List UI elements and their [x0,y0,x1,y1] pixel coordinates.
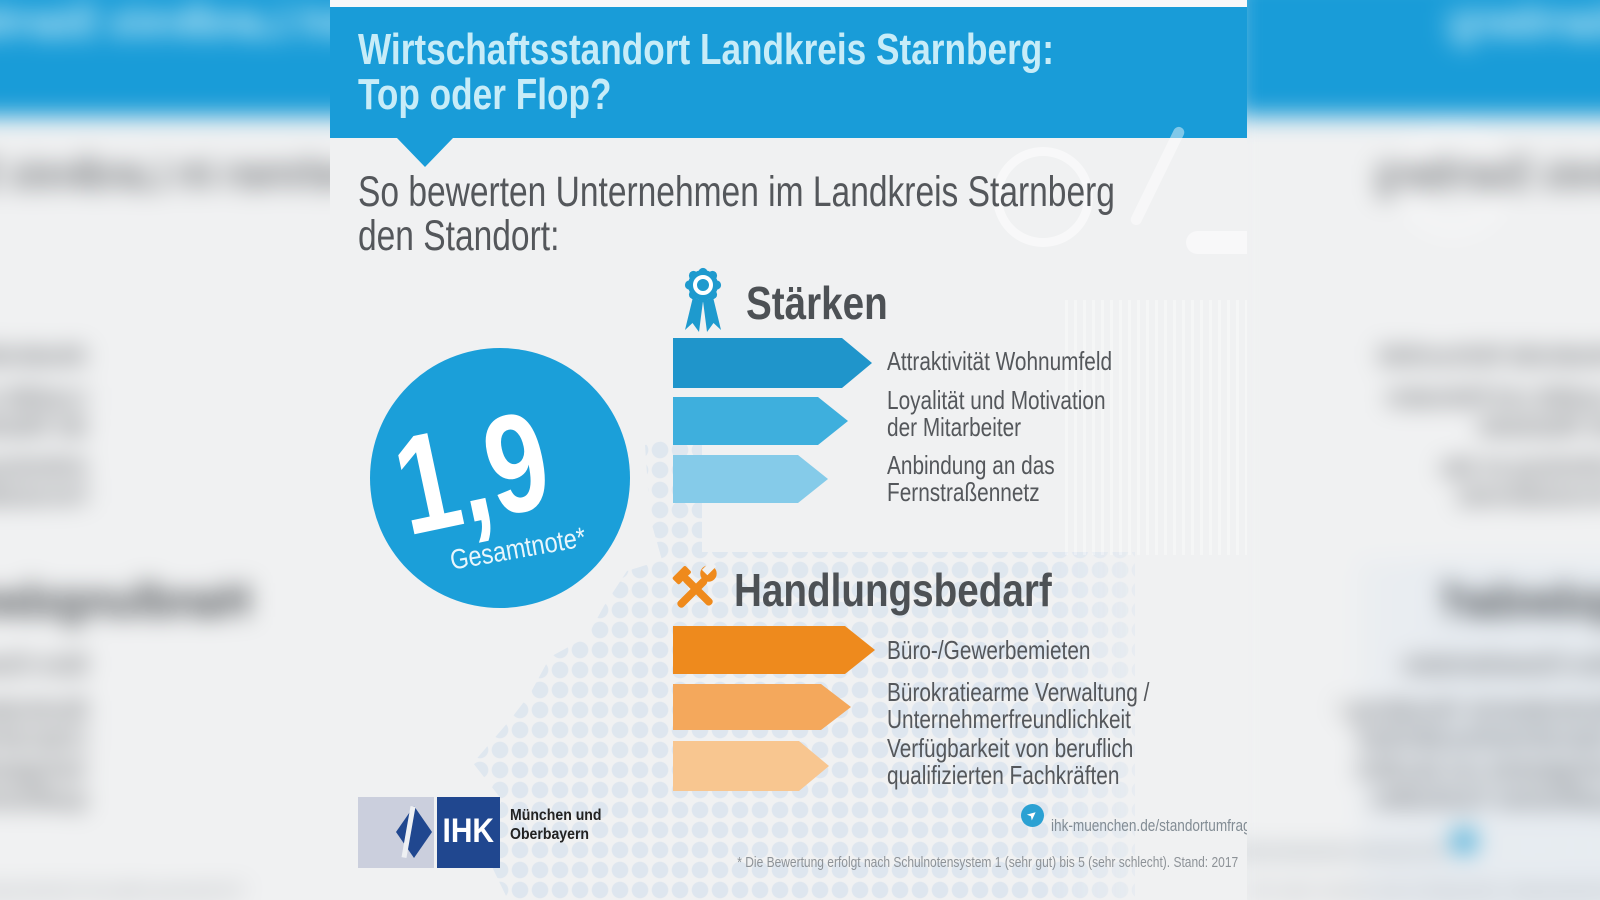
header-title-line2: Top oder Flop? [358,70,612,119]
strength-label-1: Attraktivität Wohnumfeld [887,346,1113,376]
stripes-texture [1065,300,1247,555]
needs-heading: Handlungsbedarf [734,564,1052,616]
bg-right-mirror: Wirtschaftsstandort Landkreis Starnberg:… [1247,0,1600,900]
watermark-horizontal-bar [1186,231,1247,254]
bg-right-screen: Wirtschaftsstandort Landkreis Starnberg:… [1247,0,1600,900]
intro-line1: So bewerten Unternehmen im Landkreis Sta… [1375,148,1600,200]
ihk-logo-text: IHK [442,812,495,850]
need-label-2: Bürokratiearme Verwaltung /Unternehmerfr… [1339,692,1600,754]
needs-heading: Handlungsbedarf [0,571,251,628]
header-title-line2: Top oder Flop? [0,46,330,94]
need-label-1: Büro-/Gewerbemieten [887,635,1091,665]
intro-text: So bewerten Unternehmen im Landkreis Sta… [1375,148,1600,244]
intro-text: So bewerten Unternehmen im Landkreis Sta… [0,148,330,244]
header-title: Wirtschaftsstandort Landkreis Starnberg:… [358,27,1054,117]
bg-panel-clone: Wirtschaftsstandort Landkreis Starnberg:… [1247,0,1600,900]
need-label-2: Bürokratiearme Verwaltung /Unternehmerfr… [0,692,88,754]
strength-label-1: Attraktivität Wohnumfeld [0,338,88,371]
background-blur-left: Wirtschaftsstandort Landkreis Starnberg:… [0,0,330,900]
bg-left-mirror: Wirtschaftsstandort Landkreis Starnberg:… [0,0,330,900]
header-title: Wirtschaftsstandort Landkreis Starnberg:… [0,0,330,94]
need-label-1: Büro-/Gewerbemieten [0,647,88,681]
need-label-1: Büro-/Gewerbemieten [1402,647,1600,681]
header-band [330,7,1247,138]
header-title: Wirtschaftsstandort Landkreis Starnberg:… [1441,0,1600,94]
twitter-icon[interactable]: ➤ [1021,804,1044,827]
watermark-diagonal-bar [1128,125,1187,227]
need-arrow-1 [673,626,875,674]
bg-panel-clone: Wirtschaftsstandort Landkreis Starnberg:… [0,0,330,900]
top-margin [330,0,1247,7]
intro-line1: So bewerten Unternehmen im Landkreis Sta… [358,168,1115,216]
footnote: * Die Bewertung erfolgt nach Schulnotens… [0,882,248,900]
intro-line2: den Standort: [1376,197,1600,244]
needs-heading: Handlungsbedarf [1443,571,1600,628]
speech-tail [397,138,453,167]
hammer-wrench-icon [672,562,717,608]
header-title-line1: Wirtschaftsstandort Landkreis Starnberg: [1441,0,1600,48]
need-arrow-2 [673,684,851,730]
strength-label-1: Attraktivität Wohnumfeld [1379,338,1600,371]
footnote: * Die Bewertung erfolgt nach Schulnotens… [1247,882,1600,900]
strengths-heading: Stärken [746,277,888,329]
website-link: ihk-muenchen.de/standortumfrage [1247,841,1445,862]
need-arrow-3 [673,741,829,791]
intro-line1: So bewerten Unternehmen im Landkreis Sta… [0,148,330,200]
infographic-panel: Wirtschaftsstandort Landkreis Starnberg:… [330,0,1247,900]
footnote: * Die Bewertung erfolgt nach Schulnotens… [737,854,1238,871]
score-circle: 1,9 Gesamtnote* [370,348,630,608]
watermark-circle [993,147,1093,247]
header-title-line1: Wirtschaftsstandort Landkreis Starnberg: [0,0,330,48]
intro-line2: den Standort: [0,197,330,244]
header-title-line1: Wirtschaftsstandort Landkreis Starnberg: [358,25,1054,74]
share-arrow-glyph: ➤ [1024,806,1041,824]
need-label-3: Verfügbarkeit von beruflichqualifizierte… [0,752,88,814]
need-label-2: Bürokratiearme Verwaltung /Unternehmerfr… [887,677,1150,734]
background-blur-right: Wirtschaftsstandort Landkreis Starnberg:… [1247,0,1600,900]
bg-left-screen: Wirtschaftsstandort Landkreis Starnberg:… [0,0,330,900]
award-ribbon-icon [684,267,722,332]
ihk-logo-block: IHK [437,797,500,868]
intro-line2: den Standort: [358,212,560,260]
intro-text: So bewerten Unternehmen im Landkreis Sta… [358,170,1115,258]
website-link[interactable]: ihk-muenchen.de/standortumfrage [1051,816,1247,835]
share-arrow-glyph: ➤ [1455,831,1474,850]
strength-arrow-2 [673,397,848,445]
ihk-logo-subtitle: München und Oberbayern [510,807,602,843]
strength-arrow-1 [673,338,872,388]
header-title-line2: Top oder Flop? [1441,46,1600,94]
strength-arrow-3 [673,455,828,503]
twitter-icon: ➤ [1451,828,1477,854]
